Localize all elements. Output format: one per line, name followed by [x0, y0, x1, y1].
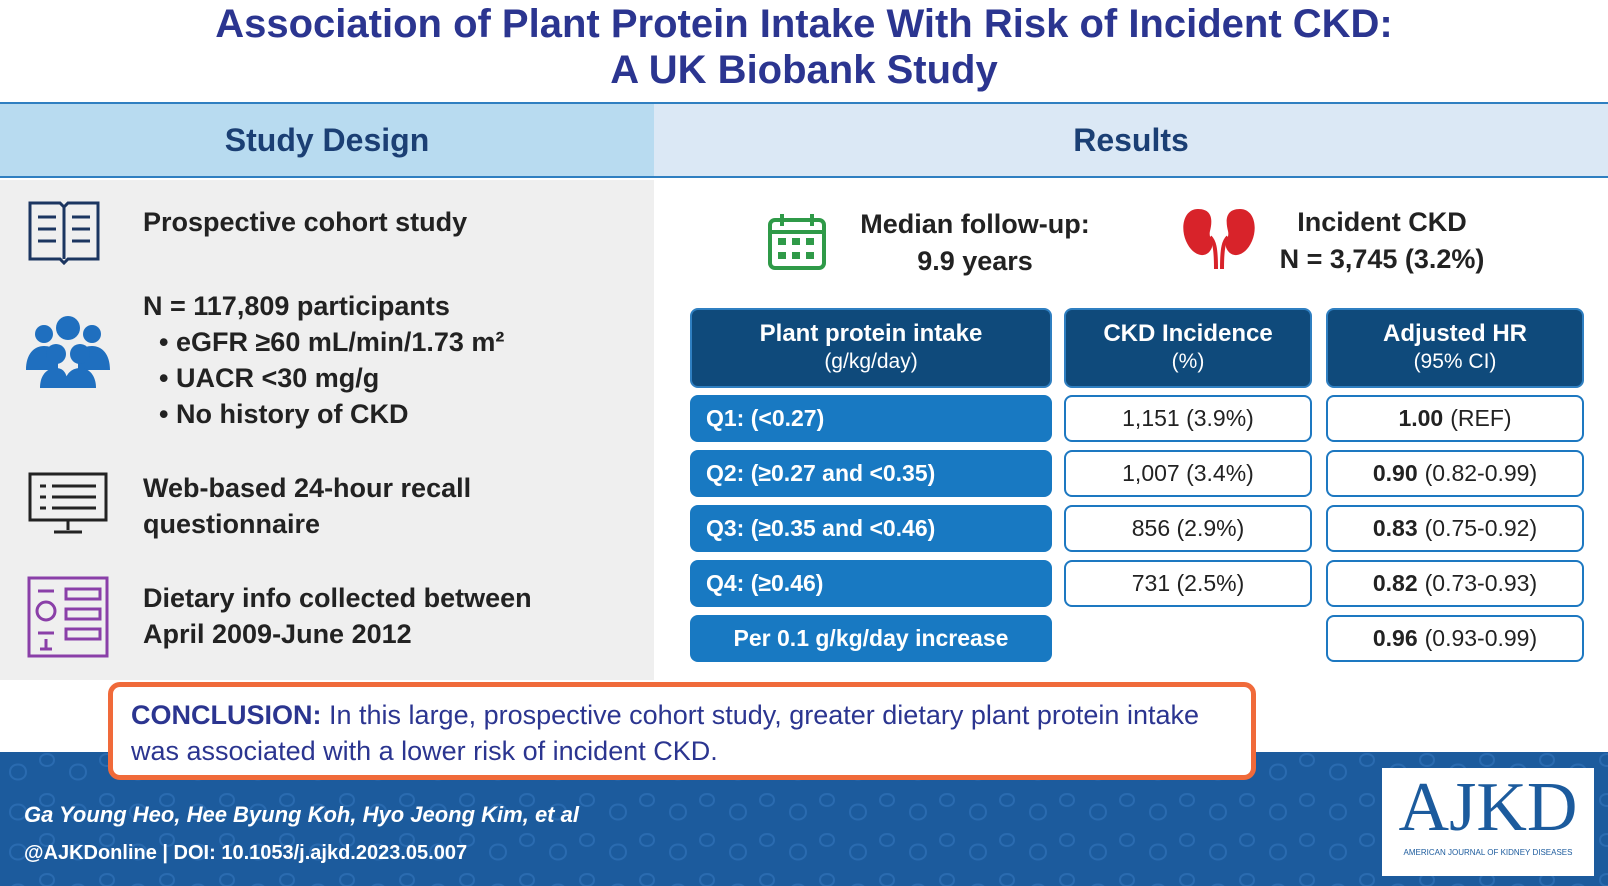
line: Median follow-up: [860, 209, 1090, 239]
hr-ci: (0.93-0.99) [1424, 625, 1538, 651]
row-label: Q1: (<0.27) [690, 395, 1052, 442]
logo: AJKD AMERICAN JOURNAL OF KIDNEY DISEASES [1382, 768, 1594, 876]
logo-text: AJKD [1398, 769, 1578, 846]
logo-sub: AMERICAN JOURNAL OF KIDNEY DISEASES [1403, 848, 1573, 857]
incidence: 731 (2.5%) [1064, 560, 1312, 607]
line: April 2009-June 2012 [143, 619, 412, 649]
design-item: Prospective cohort study [143, 207, 468, 237]
line: N = 3,745 (3.2%) [1279, 244, 1485, 274]
bullet: UACR <30 mg/g [143, 360, 504, 396]
conclusion: CONCLUSION: In this large, prospective c… [108, 682, 1256, 780]
book-icon [28, 201, 100, 265]
row-label: Q4: (≥0.46) [690, 560, 1052, 607]
title: A UK Biobank Study [610, 48, 998, 92]
row-label: Q2: (≥0.27 and <0.35) [690, 450, 1052, 497]
hr-value: 0.96 [1372, 625, 1418, 651]
hr-ci: (0.73-0.93) [1424, 570, 1538, 596]
hazard-ratio: 0.90 (0.82-0.99) [1326, 450, 1584, 497]
header-unit: (g/kg/day) [824, 350, 918, 373]
hr-value: 0.90 [1372, 460, 1418, 486]
bullet: eGFR ≥60 mL/min/1.73 m² [143, 324, 504, 360]
column-header: Plant protein intake (g/kg/day) [690, 308, 1052, 388]
hr-value: 0.82 [1372, 570, 1418, 596]
title: Association of Plant Protein Intake With… [215, 2, 1393, 46]
design-item: N = 117,809 participants eGFR ≥60 mL/min… [143, 288, 504, 432]
header-unit: (95% CI) [1413, 350, 1497, 373]
design-item: N = 117,809 participants [143, 291, 450, 321]
menu-icon [27, 576, 109, 658]
section-heading: Study Design [0, 102, 654, 178]
hazard-ratio: 0.82 (0.73-0.93) [1326, 560, 1584, 607]
kidney-icon [1183, 209, 1255, 270]
design-item: Web-based 24-hour recall questionnaire [143, 470, 471, 542]
bullet: No history of CKD [143, 396, 504, 432]
header-main: Plant protein intake [759, 320, 983, 347]
incidence: 1,151 (3.9%) [1064, 395, 1312, 442]
incident: Incident CKD N = 3,745 (3.2%) [1262, 204, 1502, 278]
conclusion-text: In this large, prospective cohort study,… [131, 700, 1199, 766]
incidence: 856 (2.9%) [1064, 505, 1312, 552]
hr-ci: (REF) [1450, 405, 1512, 431]
conclusion-label: CONCLUSION: [131, 700, 322, 730]
line: Dietary info collected between [143, 583, 532, 613]
calendar-icon [768, 214, 826, 270]
hazard-ratio: 0.83 (0.75-0.92) [1326, 505, 1584, 552]
line: Web-based 24-hour recall [143, 473, 472, 503]
section-heading: Results [654, 102, 1608, 178]
column-header: Adjusted HR (95% CI) [1326, 308, 1584, 388]
incidence: 1,007 (3.4%) [1064, 450, 1312, 497]
line: Incident CKD [1297, 207, 1467, 237]
hr-ci: (0.75-0.92) [1424, 515, 1538, 541]
people-icon [26, 316, 110, 388]
authors: Ga Young Heo, Hee Byung Koh, Hyo Jeong K… [24, 802, 579, 827]
hr-value: 1.00 [1398, 405, 1444, 431]
hr-value: 0.83 [1372, 515, 1418, 541]
hazard-ratio: 0.96 (0.93-0.99) [1326, 615, 1584, 662]
column-header: CKD Incidence (%) [1064, 308, 1312, 388]
line: 9.9 years [917, 246, 1033, 276]
row-label: Per 0.1 g/kg/day increase [690, 615, 1052, 662]
header-unit: (%) [1171, 350, 1205, 373]
line: questionnaire [143, 509, 321, 539]
doi: @AJKDonline | DOI: 10.1053/j.ajkd.2023.0… [24, 842, 468, 864]
design-item: Dietary info collected between April 2009… [143, 580, 532, 652]
header-main: Adjusted HR [1383, 320, 1527, 347]
header-main: CKD Incidence [1103, 320, 1273, 347]
hr-ci: (0.82-0.99) [1424, 460, 1538, 486]
computer-icon [28, 472, 108, 534]
row-label: Q3: (≥0.35 and <0.46) [690, 505, 1052, 552]
follow-up: Median follow-up: 9.9 years [840, 206, 1110, 280]
hazard-ratio: 1.00 (REF) [1326, 395, 1584, 442]
